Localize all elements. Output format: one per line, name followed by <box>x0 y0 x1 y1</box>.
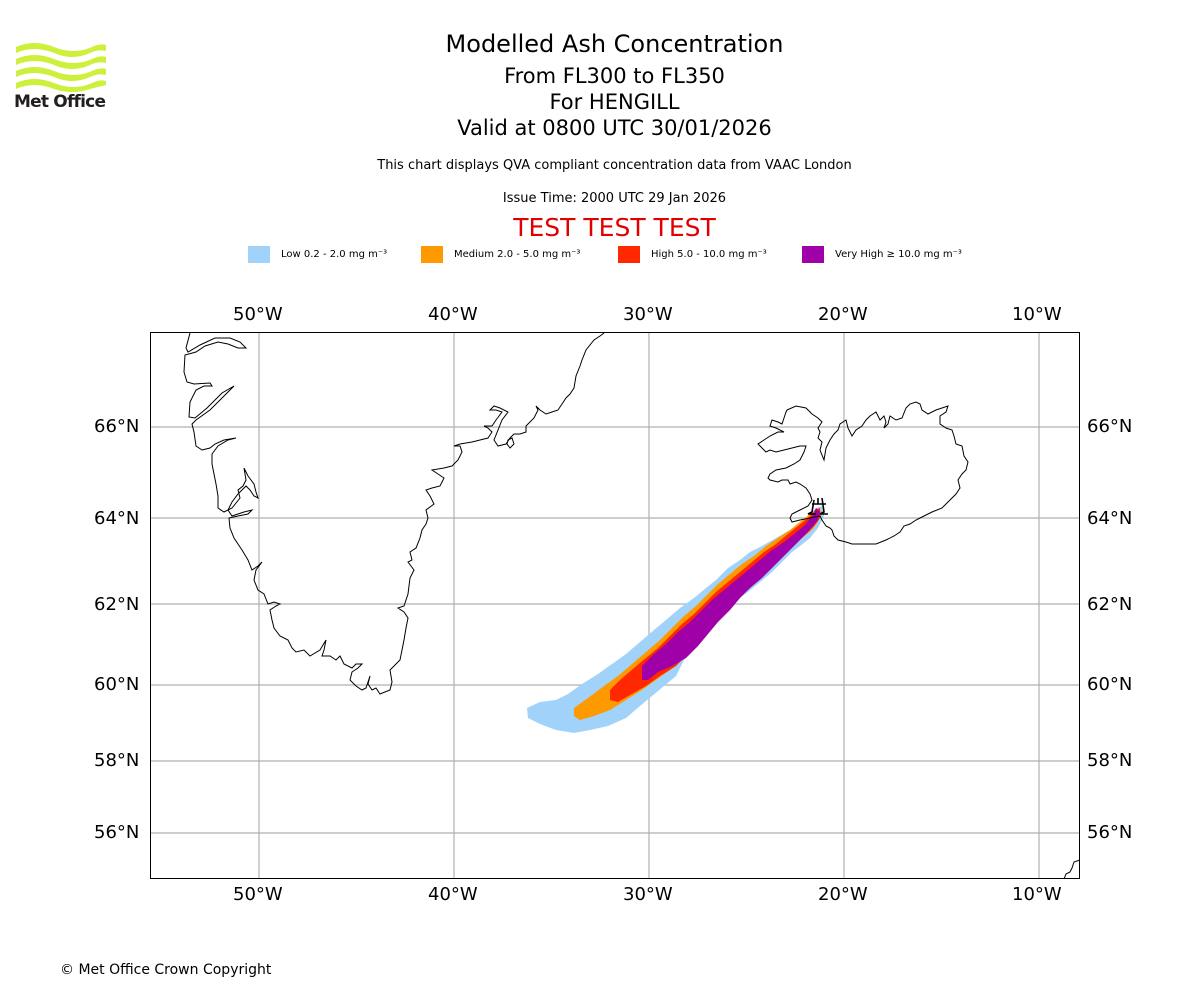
coastline-scotland <box>1063 859 1081 880</box>
lat-label-left-56n: 56°N <box>94 822 140 843</box>
coastlines <box>183 332 1081 880</box>
lat-label-right-62n: 62°N <box>1087 594 1133 615</box>
lat-label-left-62n: 62°N <box>94 594 140 615</box>
legend-label-medium: Medium 2.0 - 5.0 mg m⁻³ <box>454 248 581 260</box>
legend-swatch-very-high <box>802 245 824 263</box>
lat-label-right-66n: 66°N <box>1087 416 1133 437</box>
flight-level-range: From FL300 to FL350 <box>504 64 725 88</box>
lon-label-bottom-30w: 30°W <box>623 884 673 905</box>
lon-label-top-50w: 50°W <box>233 304 283 325</box>
lon-label-bottom-40w: 40°W <box>428 884 478 905</box>
legend-item-high: High 5.0 - 10.0 mg m⁻³ <box>618 244 767 264</box>
lon-label-top-20w: 20°W <box>818 304 868 325</box>
map-frame <box>150 332 1080 879</box>
valid-time: Valid at 0800 UTC 30/01/2026 <box>457 116 772 140</box>
test-banner: TEST TEST TEST <box>513 213 716 242</box>
lat-label-left-64n: 64°N <box>94 508 140 529</box>
lat-label-left-60n: 60°N <box>94 674 140 695</box>
lon-label-top-10w: 10°W <box>1012 304 1062 325</box>
legend-label-low: Low 0.2 - 2.0 mg m⁻³ <box>281 248 388 260</box>
coastline-greenland-west <box>183 332 605 695</box>
issue-time: Issue Time: 2000 UTC 29 Jan 2026 <box>502 191 727 206</box>
lon-label-bottom-20w: 20°W <box>818 884 868 905</box>
lat-label-left-66n: 66°N <box>94 416 140 437</box>
lat-label-right-56n: 56°N <box>1087 822 1133 843</box>
coastline-iceland <box>757 401 969 545</box>
coastline-greenland-islet <box>506 437 515 449</box>
legend-label-high: High 5.0 - 10.0 mg m⁻³ <box>651 248 767 260</box>
volcano-name: For HENGILL <box>549 90 680 114</box>
lon-label-bottom-10w: 10°W <box>1012 884 1062 905</box>
legend-label-very-high: Very High ≥ 10.0 mg m⁻³ <box>835 248 962 260</box>
legend-swatch-low <box>248 245 270 263</box>
lat-label-right-58n: 58°N <box>1087 750 1133 771</box>
lon-label-bottom-50w: 50°W <box>233 884 283 905</box>
lat-label-right-60n: 60°N <box>1087 674 1133 695</box>
legend-swatch-high <box>618 245 640 263</box>
lat-label-left-58n: 58°N <box>94 750 140 771</box>
lon-label-top-40w: 40°W <box>428 304 478 325</box>
chart-subtitle: This chart displays QVA compliant concen… <box>377 158 852 173</box>
lat-label-right-64n: 64°N <box>1087 508 1133 529</box>
met-office-logo-text: Met Office <box>14 92 106 112</box>
legend-item-low: Low 0.2 - 2.0 mg m⁻³ <box>248 244 387 264</box>
chart-title: Modelled Ash Concentration <box>445 30 784 58</box>
legend-item-medium: Medium 2.0 - 5.0 mg m⁻³ <box>421 244 580 264</box>
legend-swatch-medium <box>421 245 443 263</box>
lon-label-top-30w: 30°W <box>623 304 673 325</box>
legend-item-very-high: Very High ≥ 10.0 mg m⁻³ <box>802 244 962 264</box>
gridlines <box>150 332 1080 879</box>
plume-very-high <box>642 508 820 680</box>
copyright-notice: © Met Office Crown Copyright <box>60 962 272 978</box>
volcano-icon <box>807 497 828 515</box>
met-office-logo-icon <box>16 43 106 92</box>
ash-plume <box>527 506 824 733</box>
